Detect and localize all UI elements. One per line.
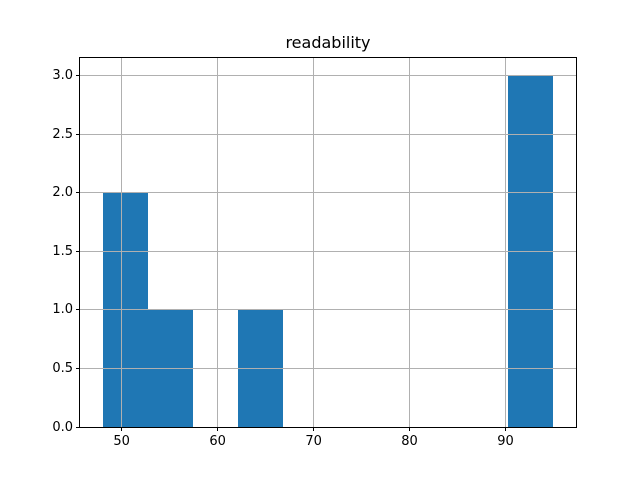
x-tick-mark bbox=[217, 427, 219, 431]
x-tick-label: 60 bbox=[209, 434, 226, 449]
y-tick-mark bbox=[76, 133, 80, 135]
gridline-vertical bbox=[409, 58, 410, 427]
y-tick-label: 0.5 bbox=[52, 360, 73, 376]
gridline-horizontal bbox=[80, 133, 576, 135]
axes-frame bbox=[79, 57, 577, 428]
gridline-horizontal bbox=[80, 367, 576, 369]
x-tick-mark bbox=[313, 427, 315, 431]
x-tick-label: 80 bbox=[401, 434, 418, 449]
gridline-vertical bbox=[313, 58, 315, 427]
gridline-horizontal bbox=[80, 250, 576, 252]
y-tick-mark bbox=[76, 309, 80, 311]
plot-area bbox=[79, 57, 577, 428]
y-tick-mark bbox=[76, 250, 80, 252]
y-tick-label: 0.0 bbox=[52, 419, 73, 435]
y-tick-mark bbox=[76, 367, 80, 369]
x-tick-mark bbox=[505, 427, 506, 431]
gridline-horizontal bbox=[80, 192, 576, 194]
gridline-vertical bbox=[217, 58, 219, 427]
x-tick-label: 70 bbox=[305, 434, 322, 449]
x-tick-mark bbox=[121, 427, 123, 431]
gridline-horizontal bbox=[80, 309, 576, 311]
x-tick-label: 50 bbox=[113, 434, 130, 449]
gridline-vertical bbox=[505, 58, 506, 427]
y-tick-label: 2.0 bbox=[52, 185, 73, 201]
x-tick-mark bbox=[409, 427, 410, 431]
chart-title: readability bbox=[285, 33, 371, 52]
y-tick-label: 2.5 bbox=[52, 126, 73, 142]
y-tick-label: 1.5 bbox=[52, 243, 73, 259]
x-tick-label: 90 bbox=[497, 434, 514, 449]
gridline-horizontal bbox=[80, 75, 576, 77]
y-tick-label: 3.0 bbox=[52, 68, 73, 84]
y-tick-label: 1.0 bbox=[52, 302, 73, 318]
y-tick-mark bbox=[76, 75, 80, 77]
gridline-vertical bbox=[121, 58, 123, 427]
y-tick-mark bbox=[76, 426, 80, 428]
y-tick-mark bbox=[76, 192, 80, 194]
